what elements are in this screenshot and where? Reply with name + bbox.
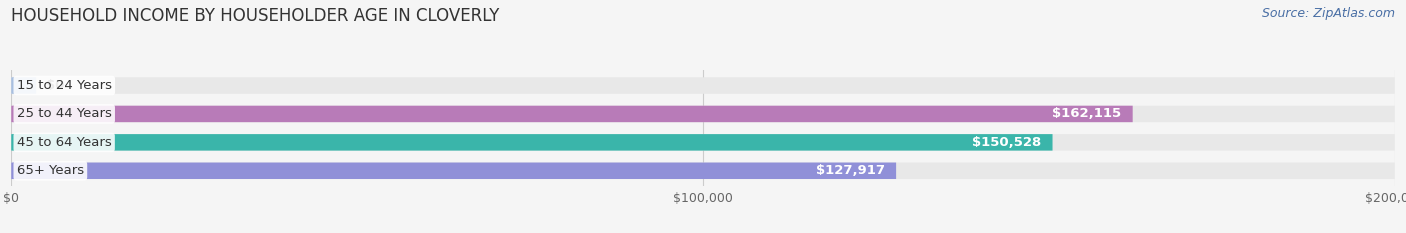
FancyBboxPatch shape <box>11 106 1133 122</box>
FancyBboxPatch shape <box>11 134 1053 151</box>
FancyBboxPatch shape <box>11 163 896 179</box>
FancyBboxPatch shape <box>11 106 1395 122</box>
Text: $0: $0 <box>46 79 65 92</box>
FancyBboxPatch shape <box>11 134 1395 151</box>
FancyBboxPatch shape <box>11 77 1395 94</box>
Text: 25 to 44 Years: 25 to 44 Years <box>17 107 111 120</box>
Text: 45 to 64 Years: 45 to 64 Years <box>17 136 111 149</box>
FancyBboxPatch shape <box>11 163 1395 179</box>
Text: Source: ZipAtlas.com: Source: ZipAtlas.com <box>1261 7 1395 20</box>
Text: 15 to 24 Years: 15 to 24 Years <box>17 79 112 92</box>
Text: $162,115: $162,115 <box>1053 107 1122 120</box>
FancyBboxPatch shape <box>11 77 37 94</box>
Text: 65+ Years: 65+ Years <box>17 164 84 177</box>
Text: HOUSEHOLD INCOME BY HOUSEHOLDER AGE IN CLOVERLY: HOUSEHOLD INCOME BY HOUSEHOLDER AGE IN C… <box>11 7 499 25</box>
Text: $150,528: $150,528 <box>972 136 1042 149</box>
Text: $127,917: $127,917 <box>815 164 884 177</box>
